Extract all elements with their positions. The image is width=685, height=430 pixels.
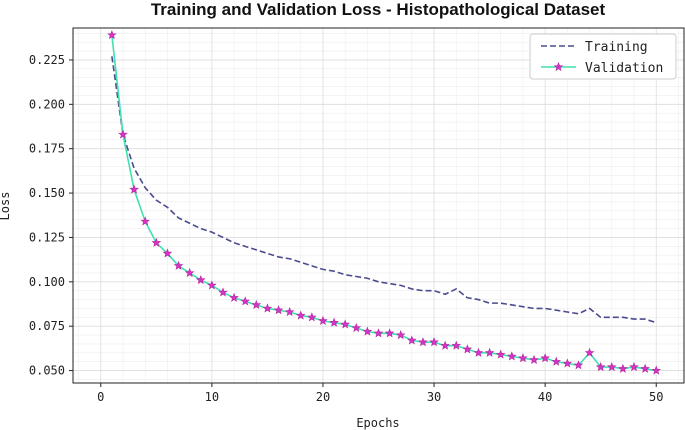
validation-point — [140, 216, 150, 226]
validation-point — [118, 129, 128, 139]
legend-training-label: Training — [585, 40, 648, 55]
validation-point — [251, 299, 262, 309]
y-tick-label: 0.175 — [29, 142, 65, 156]
validation-point — [629, 361, 639, 372]
validation-point — [384, 328, 395, 338]
validation-point — [595, 361, 606, 372]
validation-point — [162, 248, 173, 258]
validation-point — [351, 322, 362, 333]
y-tick-label: 0.200 — [29, 97, 65, 111]
validation-point — [618, 363, 628, 373]
plot-frame — [72, 27, 685, 384]
x-axis-label: Epochs — [356, 416, 399, 430]
validation-point — [362, 326, 373, 336]
y-tick-label: 0.075 — [29, 319, 65, 333]
legend: Training Validation — [529, 33, 677, 80]
validation-point — [429, 337, 439, 347]
validation-point — [229, 292, 239, 302]
x-tick-label: 40 — [538, 390, 552, 404]
validation-point — [195, 275, 206, 285]
validation-point — [307, 312, 317, 322]
y-axis-label: Loss — [0, 192, 12, 221]
axis-ticks: 0 10 20 30 40 50 0.050 0.075 0.100 0.125 0.150 0.17… — [29, 53, 664, 404]
validation-point — [473, 347, 484, 357]
validation-point — [407, 335, 417, 345]
legend-validation-label: Validation — [585, 61, 663, 76]
validation-point — [207, 280, 217, 290]
validation-point — [273, 305, 284, 315]
y-tick-label: 0.100 — [29, 275, 65, 289]
validation-point — [573, 360, 584, 370]
validation-point — [329, 317, 339, 327]
y-tick-label: 0.150 — [29, 186, 65, 200]
series-layer — [107, 30, 662, 375]
validation-point — [295, 310, 306, 320]
x-tick-label: 50 — [649, 390, 663, 404]
validation-point — [151, 237, 162, 247]
validation-point — [507, 351, 517, 361]
validation-point — [318, 315, 328, 325]
validation-point — [451, 340, 462, 350]
validation-point — [240, 296, 250, 306]
x-tick-label: 10 — [205, 390, 219, 404]
validation-point — [218, 287, 228, 297]
y-tick-label: 0.125 — [29, 230, 65, 244]
validation-point — [184, 267, 195, 278]
chart-title: Training and Validation Loss - Histopath… — [151, 0, 606, 19]
validation-point — [340, 319, 350, 329]
validation-point — [518, 353, 528, 363]
validation-point — [529, 354, 539, 364]
x-tick-label: 30 — [427, 390, 441, 404]
y-tick-label: 0.225 — [29, 53, 65, 67]
validation-point — [440, 340, 450, 350]
validation-point — [129, 184, 139, 194]
validation-point — [651, 365, 662, 375]
validation-point — [418, 337, 428, 347]
validation-point — [584, 347, 595, 357]
x-tick-label: 20 — [316, 390, 330, 404]
grid — [73, 28, 684, 383]
legend-validation-marker — [553, 61, 564, 72]
x-tick-label: 0 — [97, 390, 104, 404]
validation-point — [262, 303, 273, 313]
y-tick-label: 0.050 — [29, 364, 65, 378]
validation-point — [462, 344, 473, 354]
validation-point — [607, 361, 617, 372]
validation-point — [551, 356, 562, 366]
validation-point — [484, 347, 495, 357]
validation-point — [284, 306, 295, 317]
validation-point — [495, 349, 506, 359]
validation-point — [640, 363, 650, 373]
validation-point — [107, 30, 117, 40]
validation-point — [562, 358, 573, 368]
validation-point — [373, 328, 384, 338]
validation-point — [395, 330, 406, 340]
validation-point — [173, 260, 184, 270]
series-training-line — [111, 56, 657, 324]
validation-point — [540, 353, 550, 363]
